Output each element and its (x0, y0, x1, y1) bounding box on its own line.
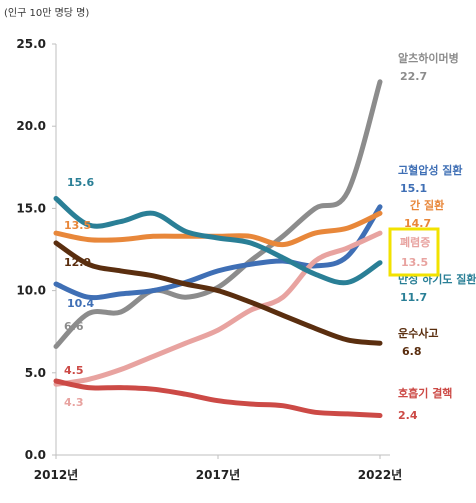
series-labels: 6.6 알츠하이머병 22.7 10.4 고혈압성 질환 15.1 13.5 간 질환 14.7… (64, 51, 476, 422)
x-tick-label: 2022년 (358, 468, 402, 482)
series-line-clrd (53, 196, 383, 286)
end-value-label: 13.5 (401, 256, 428, 269)
x-tick-label: 2017년 (196, 468, 240, 482)
start-value-label: 12.9 (64, 256, 91, 269)
series-line-alz (53, 79, 383, 349)
series-name-label: 운수사고 (398, 326, 438, 340)
series-name-label: 알츠하이머병 (398, 51, 459, 65)
start-value-label: 15.6 (67, 176, 94, 189)
series-line-hyp (53, 204, 383, 301)
y-tick-label: 5.0 (25, 366, 46, 380)
y-tick-label: 0.0 (25, 448, 46, 462)
y-tick-label: 10.0 (16, 284, 46, 298)
y-tick-label: 15.0 (16, 201, 46, 215)
y-tick-label: 25.0 (16, 37, 46, 51)
start-value-label: 4.3 (64, 396, 84, 409)
end-value-label: 14.7 (404, 217, 431, 230)
highlight-box (388, 227, 440, 277)
start-value-label: 13.5 (64, 219, 91, 232)
start-value-label: 6.6 (64, 320, 84, 333)
series-name-label: 간 질환 (410, 198, 444, 212)
series-name-label: 폐렴증 (400, 235, 430, 249)
series-name-label: 호흡기 결핵 (398, 386, 452, 400)
series-name-label: 고혈압성 질환 (398, 163, 463, 177)
y-tick-label: 20.0 (16, 119, 46, 133)
series-line-pneu (53, 230, 383, 387)
x-tick-label: 2012년 (34, 468, 78, 482)
series-lines (53, 79, 383, 418)
series-line-tb (53, 378, 383, 418)
start-value-label: 4.5 (64, 364, 84, 377)
end-value-label: 11.7 (400, 291, 427, 304)
axes: 0.0 5.0 10.0 15.0 20.0 25.0 2012년 2017년 2022년 (16, 37, 402, 482)
end-value-label: 6.8 (402, 345, 422, 358)
end-value-label: 22.7 (400, 70, 427, 83)
end-value-label: 15.1 (400, 182, 427, 195)
unit-label: (인구 10만 명당 명) (4, 7, 89, 19)
end-value-label: 2.4 (398, 409, 418, 422)
series-line-traffic (53, 240, 383, 346)
start-value-label: 10.4 (67, 297, 94, 310)
